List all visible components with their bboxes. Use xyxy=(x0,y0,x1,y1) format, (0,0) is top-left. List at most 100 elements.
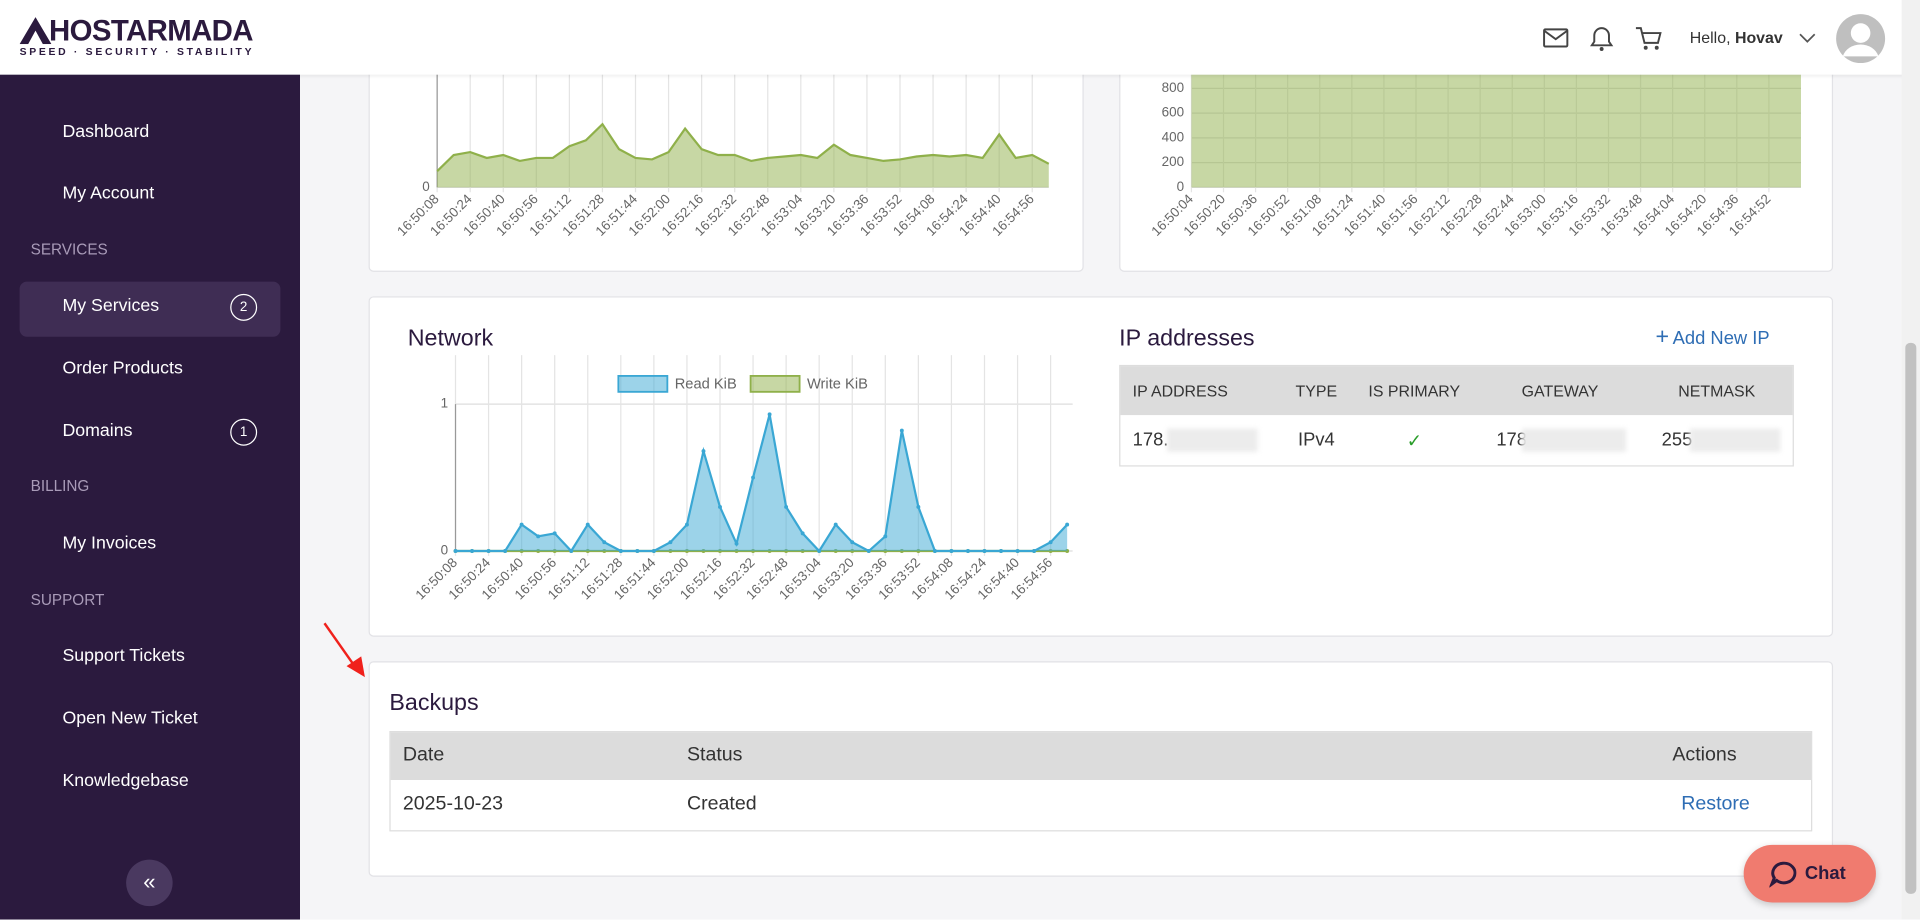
section-label: SERVICES xyxy=(30,241,108,259)
restore-link[interactable]: Restore xyxy=(1681,793,1750,815)
y-tick-label: 0 xyxy=(422,179,429,194)
mail-icon[interactable] xyxy=(1543,28,1569,48)
point xyxy=(453,549,458,553)
column-header: Date xyxy=(402,744,445,766)
point xyxy=(569,549,574,553)
area xyxy=(437,124,1049,188)
column-header: IS PRIMARY xyxy=(1368,382,1461,401)
chat-icon xyxy=(1769,861,1797,888)
point xyxy=(899,428,904,433)
greeting: Hello, Hovav xyxy=(1690,28,1783,46)
chart-title: Network xyxy=(407,325,494,352)
point xyxy=(883,534,888,539)
y-tick-label: 600 xyxy=(1162,105,1184,120)
nav-item[interactable]: Domains xyxy=(62,421,133,441)
point xyxy=(866,549,871,553)
chat-button[interactable]: Chat xyxy=(1743,844,1876,903)
nav-item[interactable]: Support Tickets xyxy=(62,646,185,667)
user-name[interactable]: Hovav xyxy=(1734,28,1783,47)
nav-item[interactable]: Open New Ticket xyxy=(62,708,198,729)
redacted xyxy=(1689,428,1781,452)
nav-item[interactable]: Knowledgebase xyxy=(62,771,189,792)
sidebar: « Dashboard My Account SERVICES My Services… xyxy=(0,74,301,920)
section-label: SUPPORT xyxy=(30,591,105,609)
point xyxy=(684,522,689,527)
point xyxy=(519,522,524,527)
legend-label[interactable]: Write KiB xyxy=(807,376,868,392)
cell: 255 xyxy=(1661,429,1693,451)
point xyxy=(668,540,673,545)
y-tick-label: 1 xyxy=(441,396,448,411)
redacted xyxy=(1522,428,1627,452)
point xyxy=(486,549,491,553)
legend-label[interactable]: Read KiB xyxy=(675,376,737,392)
header: HOSTARMADA SPEED · SECURITY · STABILITY … xyxy=(0,0,1920,75)
scrollbar[interactable] xyxy=(1901,0,1920,920)
cell: 178 xyxy=(1496,429,1527,451)
cell: ✓ xyxy=(1406,431,1422,452)
point xyxy=(1032,549,1037,553)
cell: IPv4 xyxy=(1297,429,1335,451)
column-header: NETMASK xyxy=(1678,382,1756,401)
point xyxy=(751,475,756,480)
point xyxy=(1048,540,1053,545)
scroll-thumb[interactable] xyxy=(1905,342,1917,894)
nav-item[interactable]: My Services xyxy=(62,296,160,316)
point xyxy=(999,549,1003,553)
greeting-text: Hello, xyxy=(1689,28,1731,47)
point xyxy=(618,549,623,553)
nav-item[interactable]: My Account xyxy=(62,183,155,204)
point xyxy=(784,504,789,509)
network-card xyxy=(368,296,1834,637)
point xyxy=(932,549,937,553)
nav-item[interactable]: Order Products xyxy=(62,358,183,379)
legend-swatch xyxy=(617,375,669,393)
point xyxy=(1065,522,1070,527)
add-ip-link[interactable]: Add New IP xyxy=(1672,328,1770,349)
tagline: SPEED · SECURITY · STABILITY xyxy=(19,45,255,58)
area xyxy=(1191,63,1801,188)
nav-item[interactable]: My Invoices xyxy=(62,533,157,554)
section-label: BILLING xyxy=(30,477,90,495)
point xyxy=(718,504,722,509)
line xyxy=(436,122,1050,172)
section-title: IP addresses xyxy=(1119,325,1255,352)
area xyxy=(455,414,1068,552)
cart-icon[interactable] xyxy=(1635,27,1662,44)
cell: Created xyxy=(686,793,757,815)
y-tick-label: 400 xyxy=(1162,129,1184,144)
point xyxy=(800,531,805,536)
arrow xyxy=(323,622,358,670)
y-tick-label: 0 xyxy=(441,543,448,558)
point xyxy=(966,549,970,553)
point xyxy=(701,449,706,454)
bell-icon[interactable] xyxy=(1590,27,1614,47)
collapse-button[interactable]: « xyxy=(126,859,173,907)
logo-icon xyxy=(19,17,52,45)
nav-item[interactable]: Dashboard xyxy=(62,122,150,143)
cell: 178. xyxy=(1132,429,1169,451)
point xyxy=(470,549,475,553)
point xyxy=(503,549,508,553)
avatar[interactable] xyxy=(1836,13,1886,64)
chevron[interactable] xyxy=(1799,32,1816,44)
backups-header xyxy=(390,732,1812,781)
point xyxy=(767,412,772,417)
point xyxy=(734,541,739,546)
arrow-head xyxy=(346,656,365,678)
nav-badge: 2 xyxy=(230,293,258,321)
point xyxy=(635,549,640,553)
point xyxy=(602,540,607,545)
chat-label: Chat xyxy=(1804,863,1846,885)
column-header: GATEWAY xyxy=(1521,382,1599,401)
point xyxy=(552,531,557,536)
point xyxy=(850,540,855,545)
logo[interactable]: HOSTARMADA xyxy=(48,14,254,48)
redacted xyxy=(1166,428,1258,452)
legend-swatch xyxy=(749,375,801,393)
nav-badge: 1 xyxy=(230,418,258,446)
line xyxy=(455,414,1068,553)
